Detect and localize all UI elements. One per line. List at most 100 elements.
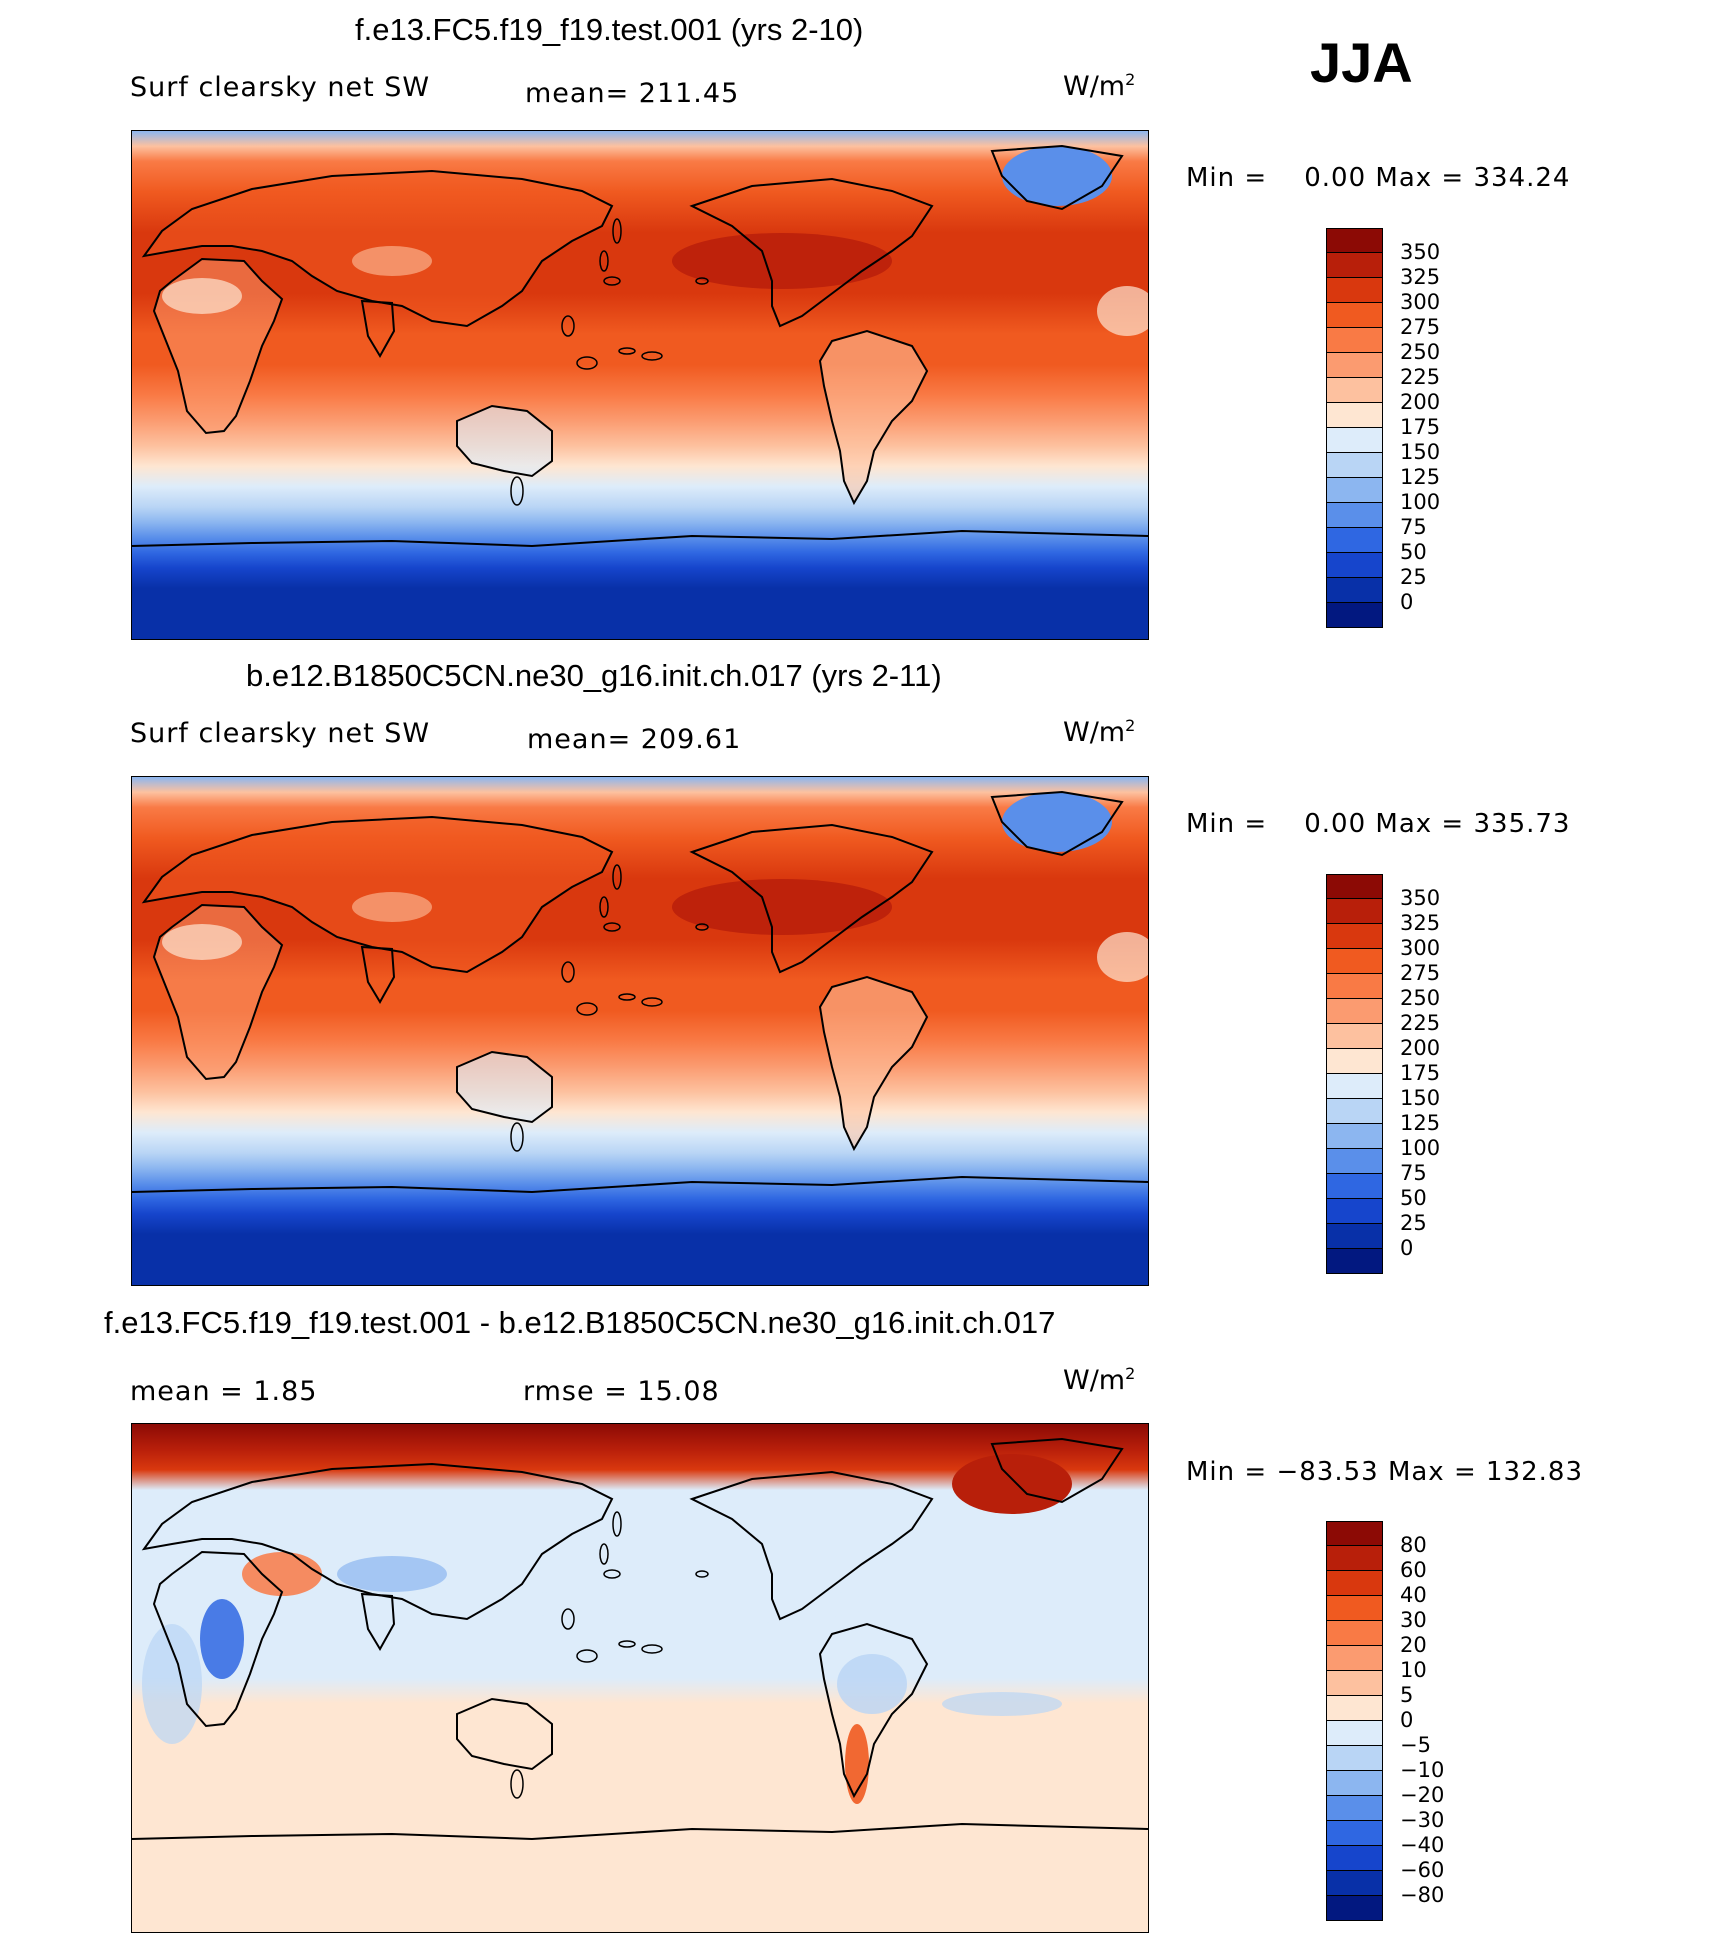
colorbar-tick-label: 25 xyxy=(1400,565,1427,589)
min-label: Min = xyxy=(1186,1457,1268,1487)
colorbar-box xyxy=(1326,974,1383,999)
colorbar-tick-label: 350 xyxy=(1400,240,1441,264)
panel-3-min-max: Min = −83.53 Max = 132.83 xyxy=(1186,1457,1583,1487)
colorbar-box xyxy=(1326,603,1383,628)
colorbar-box xyxy=(1326,1024,1383,1049)
island-outline xyxy=(618,1640,636,1648)
colorbar-tick-label: 300 xyxy=(1400,290,1441,314)
colorbar-box xyxy=(1326,328,1383,353)
map-field xyxy=(132,1424,1148,1932)
colorbar-tick-label: −10 xyxy=(1400,1758,1445,1782)
colorbar-tick-label: 25 xyxy=(1400,1211,1427,1235)
colorbar-box xyxy=(1326,1521,1383,1546)
min-value: 0.00 xyxy=(1304,163,1367,193)
panel-2-title: b.e12.B1850C5CN.ne30_g16.init.ch.017 (yr… xyxy=(246,658,942,693)
colorbar-box xyxy=(1326,228,1383,253)
panel-1-title: f.e13.FC5.f19_f19.test.001 (yrs 2-10) xyxy=(355,12,864,47)
coastline xyxy=(990,144,1124,211)
colorbar-box xyxy=(1326,478,1383,503)
max-label: Max = xyxy=(1375,809,1465,839)
max-label: Max = xyxy=(1387,1457,1477,1487)
colorbar-box xyxy=(1326,1199,1383,1224)
coastline xyxy=(456,1050,553,1124)
colorbar-box xyxy=(1326,553,1383,578)
colorbar-box xyxy=(1326,378,1383,403)
colorbar-tick-label: 125 xyxy=(1400,1111,1441,1135)
coastline xyxy=(152,903,284,1081)
panel-2-colorbar xyxy=(1326,874,1383,1274)
island-outline xyxy=(618,993,636,1001)
colorbar-tick-label: 20 xyxy=(1400,1633,1427,1657)
colorbar-box xyxy=(1326,1224,1383,1249)
island-outline xyxy=(561,315,575,337)
colorbar-box xyxy=(1326,924,1383,949)
colorbar-box xyxy=(1326,503,1383,528)
colorbar-tick-label: 225 xyxy=(1400,1011,1441,1035)
panel-3-units: W/m2 xyxy=(1063,1364,1136,1396)
colorbar-tick-label: 250 xyxy=(1400,986,1441,1010)
coastline xyxy=(360,299,396,358)
island-outline xyxy=(599,250,609,272)
colorbar-box xyxy=(1326,303,1383,328)
island-outline xyxy=(603,276,621,286)
colorbar-tick-label: 100 xyxy=(1400,490,1441,514)
colorbar-tick-label: 200 xyxy=(1400,390,1441,414)
island-outline xyxy=(510,1122,524,1152)
colorbar-box xyxy=(1326,874,1383,899)
panel-1-variable: Surf clearsky net SW xyxy=(130,72,431,103)
colorbar-box xyxy=(1326,1546,1383,1571)
colorbar-tick-label: 225 xyxy=(1400,365,1441,389)
colorbar-box xyxy=(1326,1846,1383,1871)
colorbar-tick-label: 250 xyxy=(1400,340,1441,364)
coastline xyxy=(152,1550,284,1728)
colorbar-box xyxy=(1326,1621,1383,1646)
coastline xyxy=(689,823,934,974)
island-outline xyxy=(599,896,609,918)
island-outline xyxy=(510,476,524,506)
colorbar-box xyxy=(1326,1099,1383,1124)
colorbar-tick-label: 75 xyxy=(1400,1161,1427,1185)
colorbar-box xyxy=(1326,528,1383,553)
coastline xyxy=(990,1437,1124,1504)
coastline xyxy=(818,975,929,1152)
coastline xyxy=(818,329,929,506)
colorbar-box xyxy=(1326,1671,1383,1696)
colorbar-box xyxy=(1326,1571,1383,1596)
colorbar-box xyxy=(1326,1596,1383,1621)
season-label: JJA xyxy=(1310,31,1413,94)
coastline xyxy=(141,1462,614,1621)
colorbar-box xyxy=(1326,1746,1383,1771)
colorbar-box xyxy=(1326,999,1383,1024)
panel-1-units: W/m2 xyxy=(1063,70,1136,102)
colorbar-box xyxy=(1326,1721,1383,1746)
colorbar-tick-label: 10 xyxy=(1400,1658,1427,1682)
island-outline xyxy=(576,1002,598,1016)
colorbar-box xyxy=(1326,1696,1383,1721)
colorbar-tick-label: 325 xyxy=(1400,265,1441,289)
coastline xyxy=(152,257,284,435)
colorbar-tick-label: 275 xyxy=(1400,315,1441,339)
colorbar-tick-label: −80 xyxy=(1400,1883,1445,1907)
colorbar-tick-label: 150 xyxy=(1400,440,1441,464)
island-outline xyxy=(612,218,622,244)
coastline xyxy=(818,1622,929,1799)
colorbar-tick-label: 350 xyxy=(1400,886,1441,910)
panel-3-title: f.e13.FC5.f19_f19.test.001 - b.e12.B1850… xyxy=(104,1305,1056,1340)
max-value: 132.83 xyxy=(1486,1457,1583,1487)
island-outline xyxy=(603,922,621,932)
map-field xyxy=(132,777,1148,1285)
coastline xyxy=(456,404,553,478)
colorbar-tick-label: 275 xyxy=(1400,961,1441,985)
island-outline xyxy=(561,961,575,983)
colorbar-box xyxy=(1326,353,1383,378)
colorbar-tick-label: 80 xyxy=(1400,1533,1427,1557)
panel-1-min-max: Min = 0.00 Max = 334.24 xyxy=(1186,163,1570,193)
colorbar-tick-label: 150 xyxy=(1400,1086,1441,1110)
colorbar-tick-label: −30 xyxy=(1400,1808,1445,1832)
colorbar-box xyxy=(1326,899,1383,924)
coastline xyxy=(456,1697,553,1771)
panel-2-units: W/m2 xyxy=(1063,716,1136,748)
island-outline xyxy=(561,1608,575,1630)
min-value: 0.00 xyxy=(1304,809,1367,839)
coastline xyxy=(132,1175,1148,1194)
